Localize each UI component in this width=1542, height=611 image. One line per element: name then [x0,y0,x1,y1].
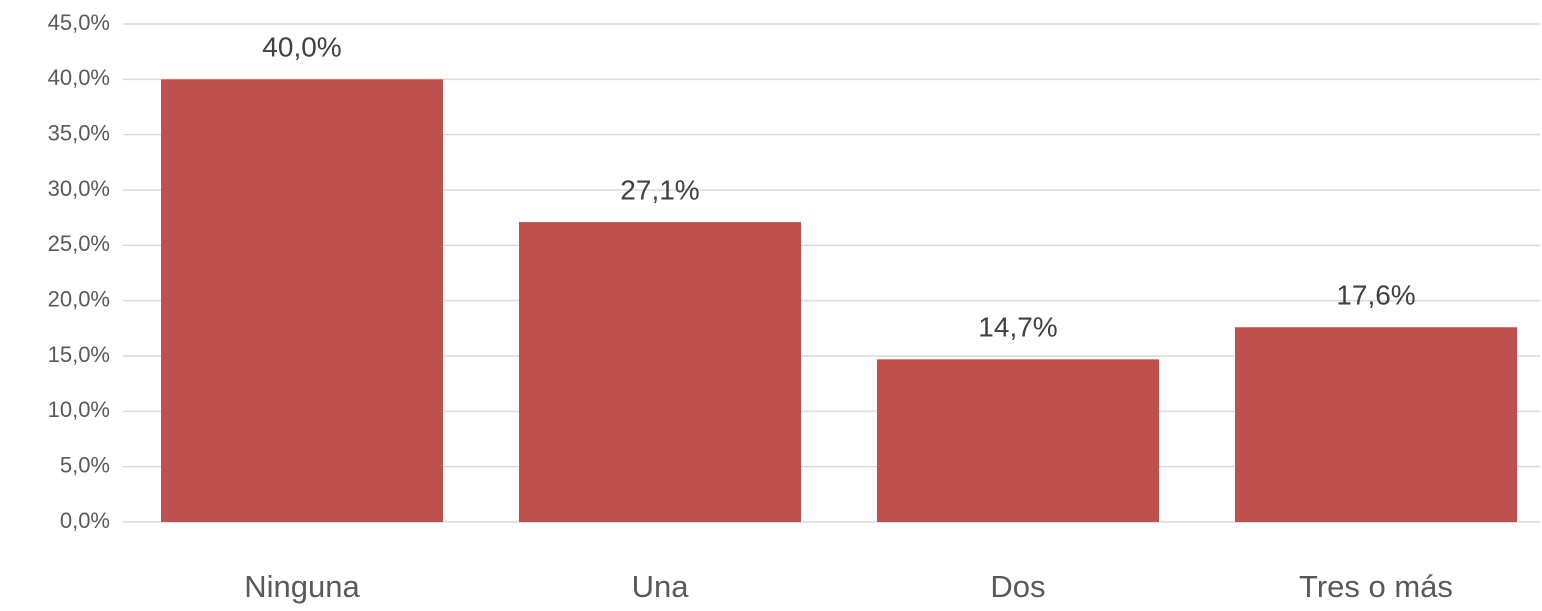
x-tick-label: Una [632,569,690,604]
bar [161,79,443,522]
y-tick-label: 30,0% [48,176,110,201]
x-tick-label: Tres o más [1299,569,1453,604]
data-label: 17,6% [1336,280,1415,311]
y-tick-label: 15,0% [48,342,110,367]
y-tick-label: 25,0% [48,231,110,256]
y-tick-label: 10,0% [48,397,110,422]
y-tick-label: 45,0% [48,10,110,35]
y-tick-label: 40,0% [48,65,110,90]
bar [1235,327,1517,522]
y-tick-label: 0,0% [60,508,110,533]
x-tick-label: Dos [990,569,1045,604]
x-tick-label: Ninguna [244,569,360,604]
bar [877,359,1159,522]
data-label: 27,1% [620,174,699,205]
y-tick-label: 5,0% [60,452,110,477]
y-tick-label: 20,0% [48,286,110,311]
data-label: 14,7% [978,312,1057,343]
data-label: 40,0% [262,32,341,63]
bar [519,222,801,523]
y-tick-label: 35,0% [48,120,110,145]
